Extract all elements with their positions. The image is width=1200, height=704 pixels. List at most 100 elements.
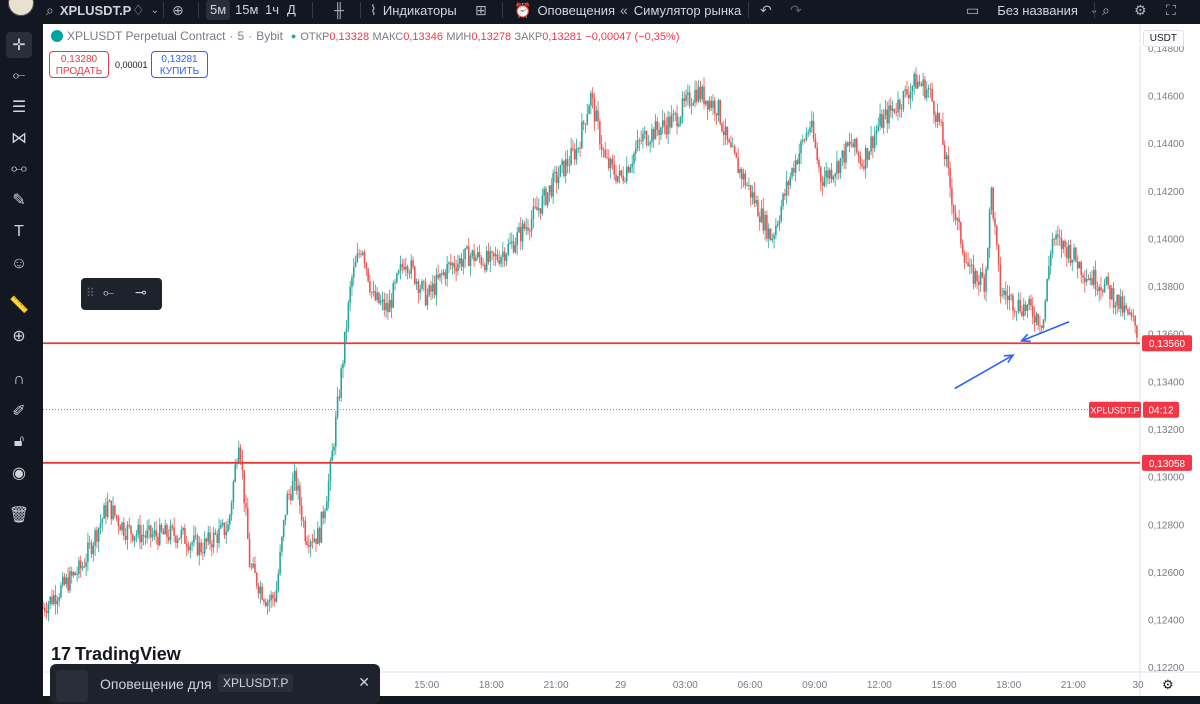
layouts-button[interactable]: ⊞	[475, 0, 493, 20]
countdown-tag	[1143, 401, 1179, 418]
search-icon: ⌕	[1102, 1, 1110, 18]
buy-button[interactable]: 0,13281 КУПИТЬ	[151, 51, 208, 78]
candle-body	[794, 160, 797, 173]
candle-body	[823, 177, 826, 186]
notification-symbol[interactable]: XPLUSDT.P	[218, 674, 294, 692]
price-axis	[1140, 24, 1200, 696]
timeframe-15m[interactable]: 15м	[235, 2, 259, 17]
candle-body	[155, 530, 157, 537]
hide-tool[interactable]: ◉	[6, 460, 32, 486]
candle-body	[1127, 308, 1129, 315]
fib-tool[interactable]: ⧟	[6, 156, 32, 182]
y-tick-label: 0,13600	[1148, 330, 1185, 341]
magnet-tool[interactable]: ∩	[6, 367, 32, 393]
candle-body	[1091, 277, 1093, 285]
candle-body	[656, 121, 659, 130]
candle-body	[584, 123, 587, 125]
candle-body	[918, 81, 921, 84]
candle-body	[706, 100, 709, 110]
floating-drawing-toolbar: ⠿ ⟜ ⊸	[81, 278, 162, 310]
drag-handle-icon[interactable]: ⠿	[86, 286, 95, 300]
legend-symbol: XPLUSDT Perpetual Contract	[67, 29, 226, 43]
timeframe-1h[interactable]: 1ч	[265, 2, 280, 17]
timeframe-day[interactable]: Д	[287, 2, 296, 17]
candle-body	[288, 493, 290, 495]
candle-body	[232, 481, 235, 503]
candle-body	[714, 100, 716, 114]
alerts-button[interactable]: ⏰ Оповещения	[514, 0, 615, 20]
text-tool[interactable]: T	[6, 219, 32, 245]
candle-body	[841, 150, 844, 159]
y-tick-label: 0,13400	[1148, 377, 1185, 388]
y-tick-label: 0,13800	[1148, 282, 1185, 293]
candle-body	[90, 542, 93, 555]
quick-search-button[interactable]: ⌕	[1102, 0, 1116, 20]
layout-name-button[interactable]: ▭ Без названия ⌄	[966, 0, 1104, 20]
y-tick-label: 0,12400	[1148, 616, 1185, 627]
redo-button[interactable]: ↷	[790, 0, 808, 20]
simulator-button[interactable]: « Симулятор рынка	[620, 0, 741, 20]
compare-button[interactable]: ♢ ⌄	[132, 0, 165, 20]
divider	[1094, 2, 1095, 18]
candle-body	[229, 515, 231, 525]
candle-body	[79, 560, 82, 569]
candle-body	[721, 123, 723, 132]
crosshair-tool[interactable]: ✛	[6, 32, 32, 58]
candle-body	[832, 176, 835, 180]
candle-body	[661, 120, 664, 128]
candle-body	[683, 98, 686, 102]
lock-tool[interactable]: 🔓︎	[6, 429, 32, 455]
trend-line-tool[interactable]: ⟜	[6, 63, 32, 89]
avatar[interactable]	[8, 0, 34, 16]
candle-body	[922, 79, 924, 87]
horizontal-lines-tool[interactable]: ☰	[6, 94, 32, 120]
candle-body	[821, 181, 824, 186]
line-end-icon[interactable]: ⊸	[135, 284, 147, 300]
fullscreen-button[interactable]: ⛶	[1166, 0, 1182, 20]
zoom-tool[interactable]: ⊕	[6, 323, 32, 349]
settings-button[interactable]: ⚙	[1134, 0, 1153, 20]
candle-body	[1046, 279, 1048, 301]
chart-type-button[interactable]: ╫	[334, 0, 350, 20]
candle-body	[467, 246, 470, 267]
price-chart[interactable]: 0,14800 0,14600 0,14400 0,14200 0,14000 0,138…	[43, 24, 1200, 696]
alert-notification[interactable]: Оповещение для XPLUSDT.P ✕	[50, 664, 380, 704]
candle-body	[437, 274, 439, 278]
candle-body	[1057, 234, 1059, 237]
candle-body	[1048, 266, 1050, 280]
y-tick-label: 0,14000	[1148, 234, 1185, 245]
symbol-search[interactable]: ⌕ XPLUSDT.P	[46, 0, 131, 20]
y-tick-label: 0,12600	[1148, 568, 1185, 579]
candle-body	[992, 187, 995, 219]
pattern-tool[interactable]: ⋈	[6, 125, 32, 151]
add-symbol-button[interactable]: ⊕	[172, 0, 190, 20]
ruler-tool[interactable]: 📏	[6, 292, 32, 318]
close-icon[interactable]: ✕	[358, 674, 370, 690]
candle-body	[392, 283, 395, 308]
candle-body	[119, 525, 122, 531]
drawing-mode-tool[interactable]: ✐	[6, 398, 32, 424]
undo-button[interactable]: ↶	[760, 0, 778, 20]
candle-body	[679, 117, 682, 124]
sell-button[interactable]: 0,13280 ПРОДАТЬ	[49, 51, 109, 78]
emoji-tool[interactable]: ☺	[6, 251, 32, 277]
chart-pane[interactable]: 0,14800 0,14600 0,14400 0,14200 0,14000 0,138…	[43, 24, 1200, 696]
candle-body	[652, 129, 655, 140]
candle-body	[194, 535, 197, 537]
line-start-icon[interactable]: ⟜	[103, 284, 115, 300]
candle-body	[184, 528, 186, 544]
candle-body	[836, 161, 838, 174]
brush-tool[interactable]: ✎	[6, 187, 32, 213]
candle-body	[525, 227, 527, 229]
timeframe-5m[interactable]: 5м	[206, 0, 231, 20]
candle-body	[1105, 276, 1108, 284]
candle-body	[1024, 304, 1027, 311]
candle-body	[277, 573, 280, 591]
currency-button[interactable]: USDT	[1142, 30, 1184, 47]
indicators-button[interactable]: ⌇ Индикаторы	[370, 0, 457, 20]
candle-body	[1087, 278, 1090, 281]
candle-body	[994, 218, 996, 227]
delete-tool[interactable]: 🗑︎	[6, 502, 32, 528]
candle-body	[891, 108, 894, 111]
candle-body	[171, 525, 174, 528]
